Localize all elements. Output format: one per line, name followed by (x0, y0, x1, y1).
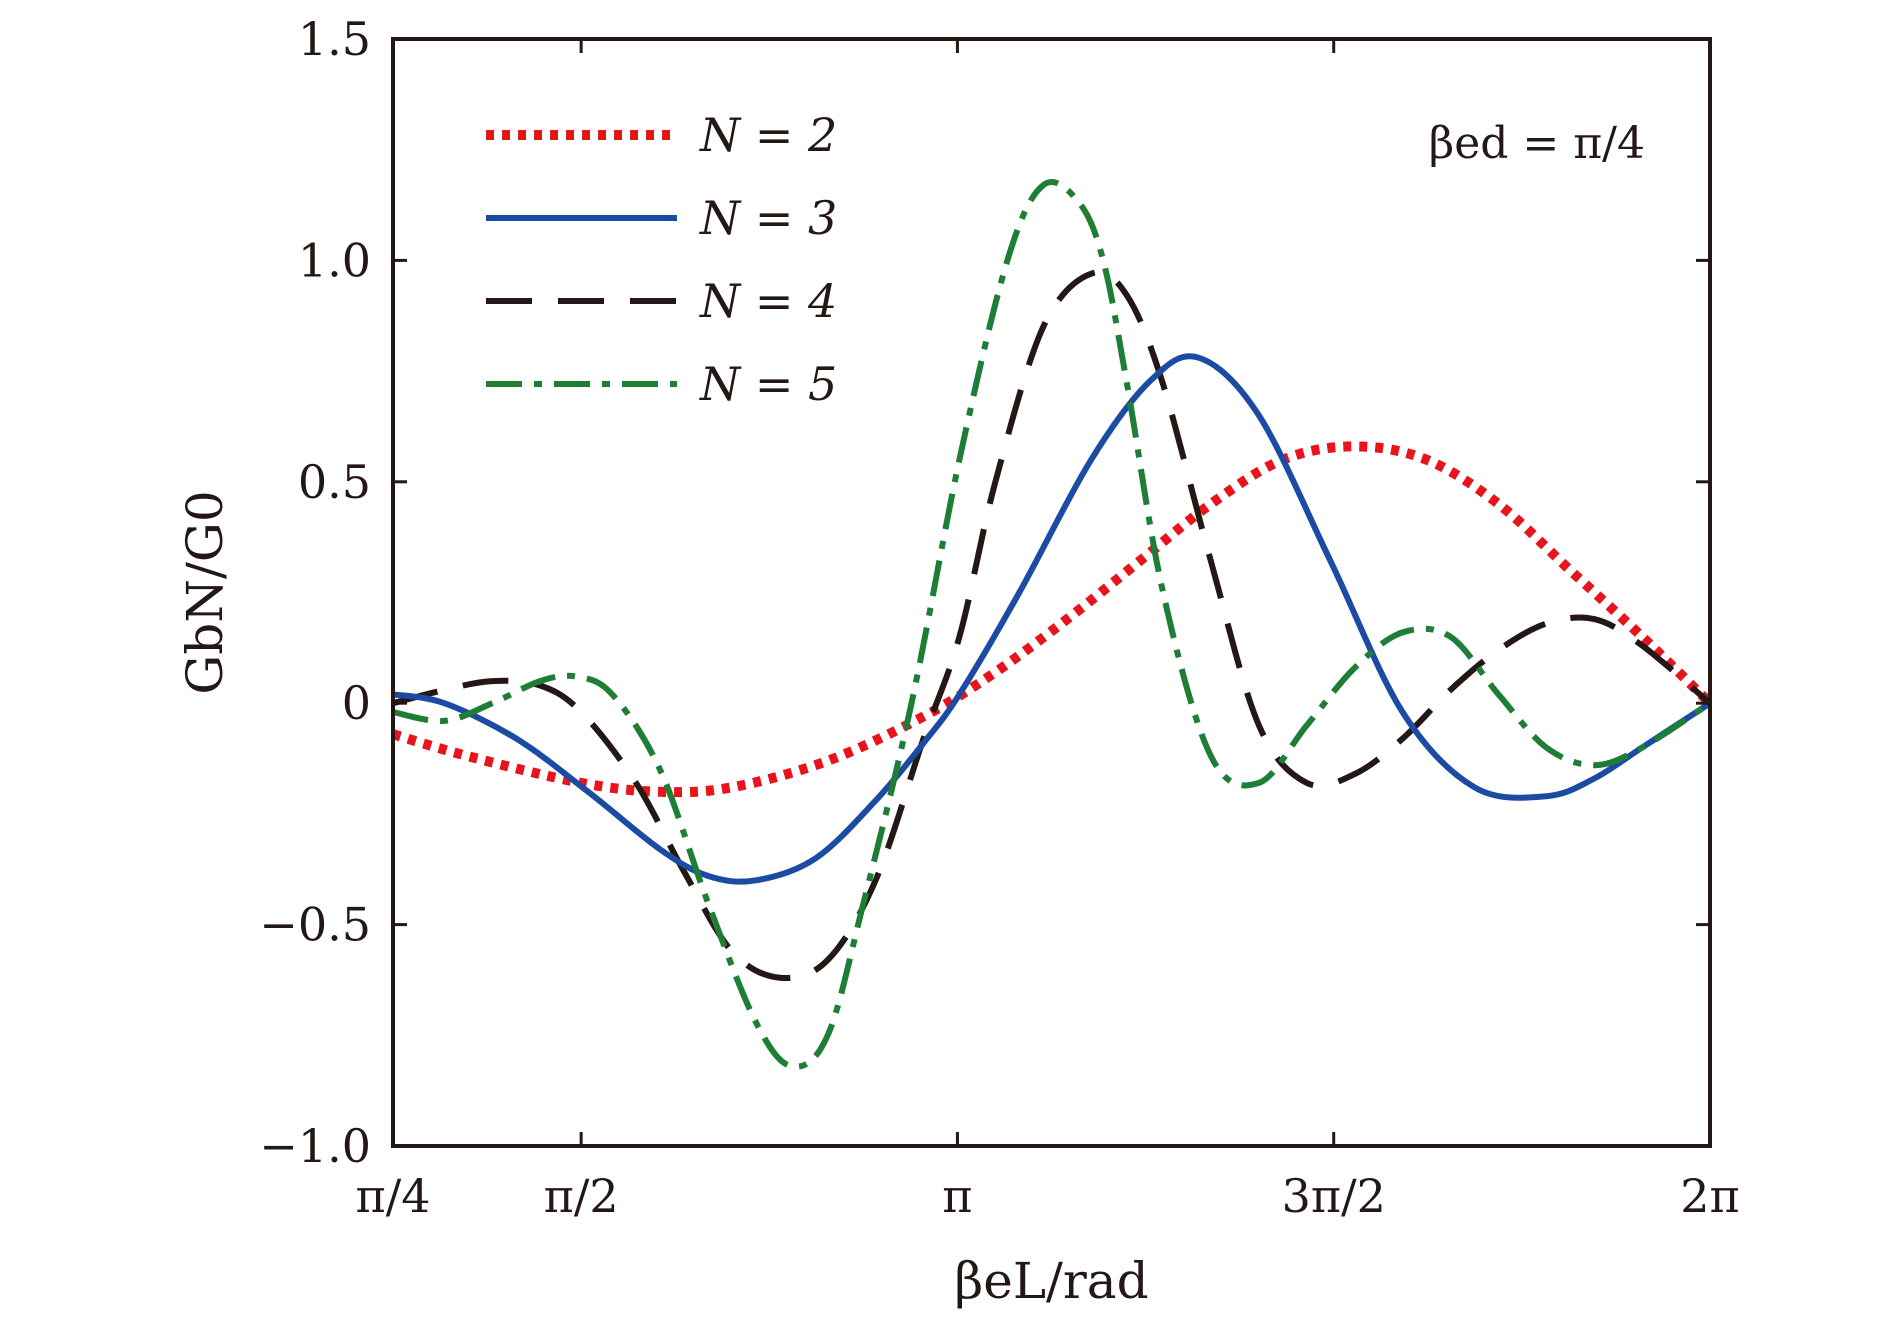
legend-label-n2: N = 2 (699, 108, 837, 162)
legend-label-n5: N = 5 (699, 357, 837, 411)
plot-frame (391, 37, 1712, 1148)
legend: N = 2 N = 3 N = 4 N = 5 (486, 108, 837, 411)
series-line-n4 (392, 269, 1712, 982)
x-axis-label: βeL/rad (954, 1252, 1148, 1310)
x-tick-label: 2π (1680, 1169, 1740, 1223)
x-tick-label: π (942, 1169, 972, 1223)
series-line-n5 (392, 179, 1712, 1070)
chart-annotation: βed = π/4 (1429, 118, 1645, 169)
y-tick-label: 1.5 (298, 12, 371, 66)
ticks-layer: π/4 π/2 π 3π/2 2π 1.5 1.0 0.5 0 −0.5 −1.0 (259, 12, 1739, 1223)
series-line-n2 (391, 441, 1714, 798)
legend-label-n3: N = 3 (699, 191, 837, 245)
legend-label-n4: N = 4 (699, 274, 837, 328)
y-tick-label: −0.5 (259, 898, 371, 952)
x-tick-label: π/4 (356, 1169, 431, 1223)
y-tick-label: 0 (342, 676, 371, 730)
y-tick-label: −1.0 (259, 1119, 371, 1173)
x-tick-label: 3π/2 (1282, 1169, 1386, 1223)
series-line-n3 (392, 353, 1712, 885)
y-tick-label: 0.5 (298, 455, 371, 509)
x-tick-label: π/2 (544, 1169, 619, 1223)
y-axis-label: GbN/G0 (176, 490, 234, 694)
series-layer (391, 179, 1714, 1070)
y-tick-label: 1.0 (298, 233, 371, 287)
